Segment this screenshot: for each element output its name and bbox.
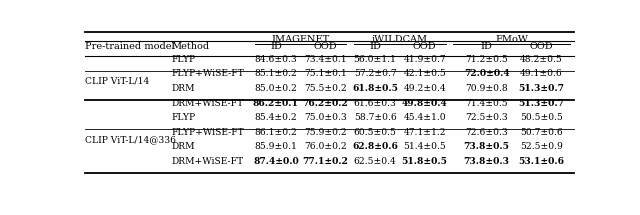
Text: IMAGENET: IMAGENET xyxy=(271,35,330,45)
Text: 52.5±0.9: 52.5±0.9 xyxy=(520,142,563,151)
Text: 49.8±0.4: 49.8±0.4 xyxy=(402,99,447,108)
Text: 60.5±0.5: 60.5±0.5 xyxy=(354,128,397,137)
Text: iWILDCAM: iWILDCAM xyxy=(372,35,428,45)
Text: 51.4±0.5: 51.4±0.5 xyxy=(403,142,446,151)
Text: 85.0±0.2: 85.0±0.2 xyxy=(255,84,298,93)
Text: 50.5±0.5: 50.5±0.5 xyxy=(520,113,563,122)
Text: 57.2±0.7: 57.2±0.7 xyxy=(354,69,396,78)
Text: OOD: OOD xyxy=(314,42,337,51)
Text: 53.1±0.6: 53.1±0.6 xyxy=(518,157,564,166)
Text: FLYP+WiSE-FT: FLYP+WiSE-FT xyxy=(172,69,244,78)
Text: 49.2±0.4: 49.2±0.4 xyxy=(403,84,446,93)
Text: OOD: OOD xyxy=(413,42,436,51)
Text: 51.3±0.7: 51.3±0.7 xyxy=(518,99,564,108)
Text: 62.8±0.6: 62.8±0.6 xyxy=(352,142,398,151)
Text: FLYP+WiSE-FT: FLYP+WiSE-FT xyxy=(172,128,244,137)
Text: 61.6±0.3: 61.6±0.3 xyxy=(354,99,397,108)
Text: 76.2±0.2: 76.2±0.2 xyxy=(303,99,348,108)
Text: ID: ID xyxy=(270,42,282,51)
Text: ID: ID xyxy=(369,42,381,51)
Text: 84.6±0.3: 84.6±0.3 xyxy=(255,55,298,64)
Text: 50.7±0.6: 50.7±0.6 xyxy=(520,128,563,137)
Text: 85.1±0.2: 85.1±0.2 xyxy=(255,69,298,78)
Text: DRM: DRM xyxy=(172,142,195,151)
Text: 86.2±0.1: 86.2±0.1 xyxy=(253,99,299,108)
Text: 48.2±0.5: 48.2±0.5 xyxy=(520,55,563,64)
Text: 77.1±0.2: 77.1±0.2 xyxy=(303,157,348,166)
Text: 72.5±0.3: 72.5±0.3 xyxy=(465,113,508,122)
Text: 85.9±0.1: 85.9±0.1 xyxy=(255,142,298,151)
Text: 49.1±0.6: 49.1±0.6 xyxy=(520,69,563,78)
Text: 75.1±0.1: 75.1±0.1 xyxy=(304,69,347,78)
Text: 73.4±0.1: 73.4±0.1 xyxy=(304,55,347,64)
Text: 87.4±0.0: 87.4±0.0 xyxy=(253,157,299,166)
Text: 75.9±0.2: 75.9±0.2 xyxy=(304,128,347,137)
Text: DRM: DRM xyxy=(172,84,195,93)
Text: 61.8±0.5: 61.8±0.5 xyxy=(352,84,398,93)
Text: CLIP ViT-L/14: CLIP ViT-L/14 xyxy=(85,77,149,86)
Text: 51.8±0.5: 51.8±0.5 xyxy=(402,157,448,166)
Text: 73.8±0.3: 73.8±0.3 xyxy=(464,157,509,166)
Text: 86.1±0.2: 86.1±0.2 xyxy=(255,128,298,137)
Text: 75.5±0.2: 75.5±0.2 xyxy=(304,84,347,93)
Text: 71.2±0.5: 71.2±0.5 xyxy=(465,55,508,64)
Text: 72.0±0.4: 72.0±0.4 xyxy=(464,69,509,78)
Text: OOD: OOD xyxy=(529,42,553,51)
Text: FLYP: FLYP xyxy=(172,55,196,64)
Text: 70.9±0.8: 70.9±0.8 xyxy=(465,84,508,93)
Text: 85.4±0.2: 85.4±0.2 xyxy=(255,113,298,122)
Text: 76.0±0.2: 76.0±0.2 xyxy=(304,142,347,151)
Text: 73.8±0.5: 73.8±0.5 xyxy=(464,142,509,151)
Text: Method: Method xyxy=(172,42,210,51)
Text: 56.0±1.1: 56.0±1.1 xyxy=(354,55,397,64)
Text: DRM+WiSE-FT: DRM+WiSE-FT xyxy=(172,99,244,108)
Text: 47.1±1.2: 47.1±1.2 xyxy=(403,128,446,137)
Text: Pre-trained model: Pre-trained model xyxy=(85,42,175,51)
Text: 71.4±0.5: 71.4±0.5 xyxy=(465,99,508,108)
Text: 72.6±0.3: 72.6±0.3 xyxy=(465,128,508,137)
Text: DRM+WiSE-FT: DRM+WiSE-FT xyxy=(172,157,244,166)
Text: 62.5±0.4: 62.5±0.4 xyxy=(354,157,397,166)
Text: 42.1±0.5: 42.1±0.5 xyxy=(403,69,446,78)
Text: 45.4±1.0: 45.4±1.0 xyxy=(403,113,446,122)
Text: CLIP ViT-L/14@336: CLIP ViT-L/14@336 xyxy=(85,135,176,144)
Text: 58.7±0.6: 58.7±0.6 xyxy=(354,113,397,122)
Text: FMoW: FMoW xyxy=(495,35,528,45)
Text: 41.9±0.7: 41.9±0.7 xyxy=(403,55,446,64)
Text: 75.0±0.3: 75.0±0.3 xyxy=(304,113,347,122)
Text: FLYP: FLYP xyxy=(172,113,196,122)
Text: 51.3±0.7: 51.3±0.7 xyxy=(518,84,564,93)
Text: ID: ID xyxy=(481,42,493,51)
